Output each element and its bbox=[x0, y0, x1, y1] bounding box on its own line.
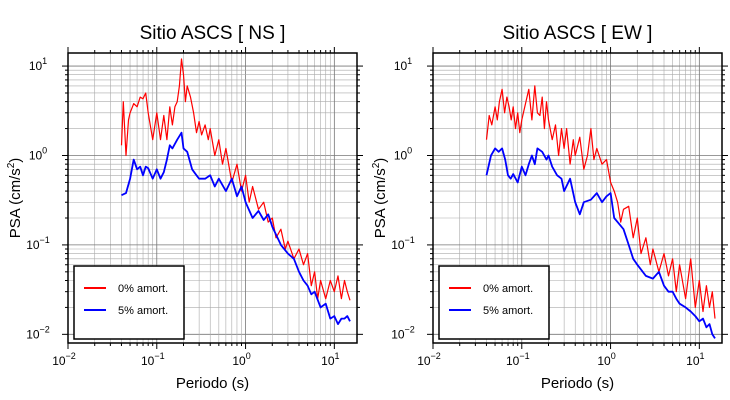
y-tick-label: 10−1 bbox=[26, 235, 50, 252]
legend: 0% amort. 5% amort. bbox=[73, 265, 185, 340]
x-tick-label: 101 bbox=[321, 351, 339, 368]
plot-frame bbox=[67, 52, 358, 344]
series-line-damped bbox=[485, 147, 716, 339]
x-tick-label: 10−2 bbox=[417, 351, 441, 368]
x-axis-label: Periodo (s) bbox=[176, 375, 249, 392]
legend-box bbox=[73, 265, 185, 340]
y-tick-label: 100 bbox=[394, 145, 412, 162]
legend-entry: 5% amort. bbox=[118, 305, 168, 317]
grid bbox=[432, 53, 722, 343]
y-tick-label: 10−2 bbox=[391, 324, 415, 341]
y-tick-label: 101 bbox=[394, 56, 412, 73]
chart-title: Sitio ASCS [ EW ] bbox=[503, 23, 653, 44]
series-line-undamped bbox=[120, 58, 351, 301]
chart-panel-0: 10−2 10−1 100 101 10−2 10−1 100 101 Sitio ASCS [… bbox=[6, 23, 363, 392]
legend: 0% amort. 5% amort. bbox=[438, 265, 550, 340]
x-axis-label: Periodo (s) bbox=[541, 375, 614, 392]
legend-entry: 0% amort. bbox=[483, 283, 533, 295]
legend-box bbox=[438, 265, 550, 340]
plot-frame bbox=[432, 52, 723, 344]
legend-entry: 0% amort. bbox=[118, 283, 168, 295]
x-tick-label: 10−1 bbox=[141, 351, 165, 368]
y-axis-label: PSA (cm/s2) bbox=[371, 158, 389, 239]
y-axis-label: PSA (cm/s2) bbox=[6, 158, 24, 239]
chart-title: Sitio ASCS [ NS ] bbox=[140, 23, 286, 44]
x-tick-label: 100 bbox=[597, 351, 615, 368]
y-tick-label: 10−2 bbox=[26, 324, 50, 341]
series-line-undamped bbox=[485, 85, 716, 319]
x-tick-label: 100 bbox=[232, 351, 250, 368]
x-tick-label: 101 bbox=[686, 351, 704, 368]
y-tick-label: 10−1 bbox=[391, 235, 415, 252]
legend-entry: 5% amort. bbox=[483, 305, 533, 317]
x-tick-label: 10−1 bbox=[506, 351, 530, 368]
y-tick-label: 101 bbox=[29, 56, 47, 73]
chart-panel-1: 10−2 10−1 100 101 10−2 10−1 100 101 Sitio ASCS [… bbox=[371, 23, 728, 392]
x-tick-label: 10−2 bbox=[52, 351, 76, 368]
y-tick-label: 100 bbox=[29, 145, 47, 162]
series-line-damped bbox=[121, 131, 351, 326]
